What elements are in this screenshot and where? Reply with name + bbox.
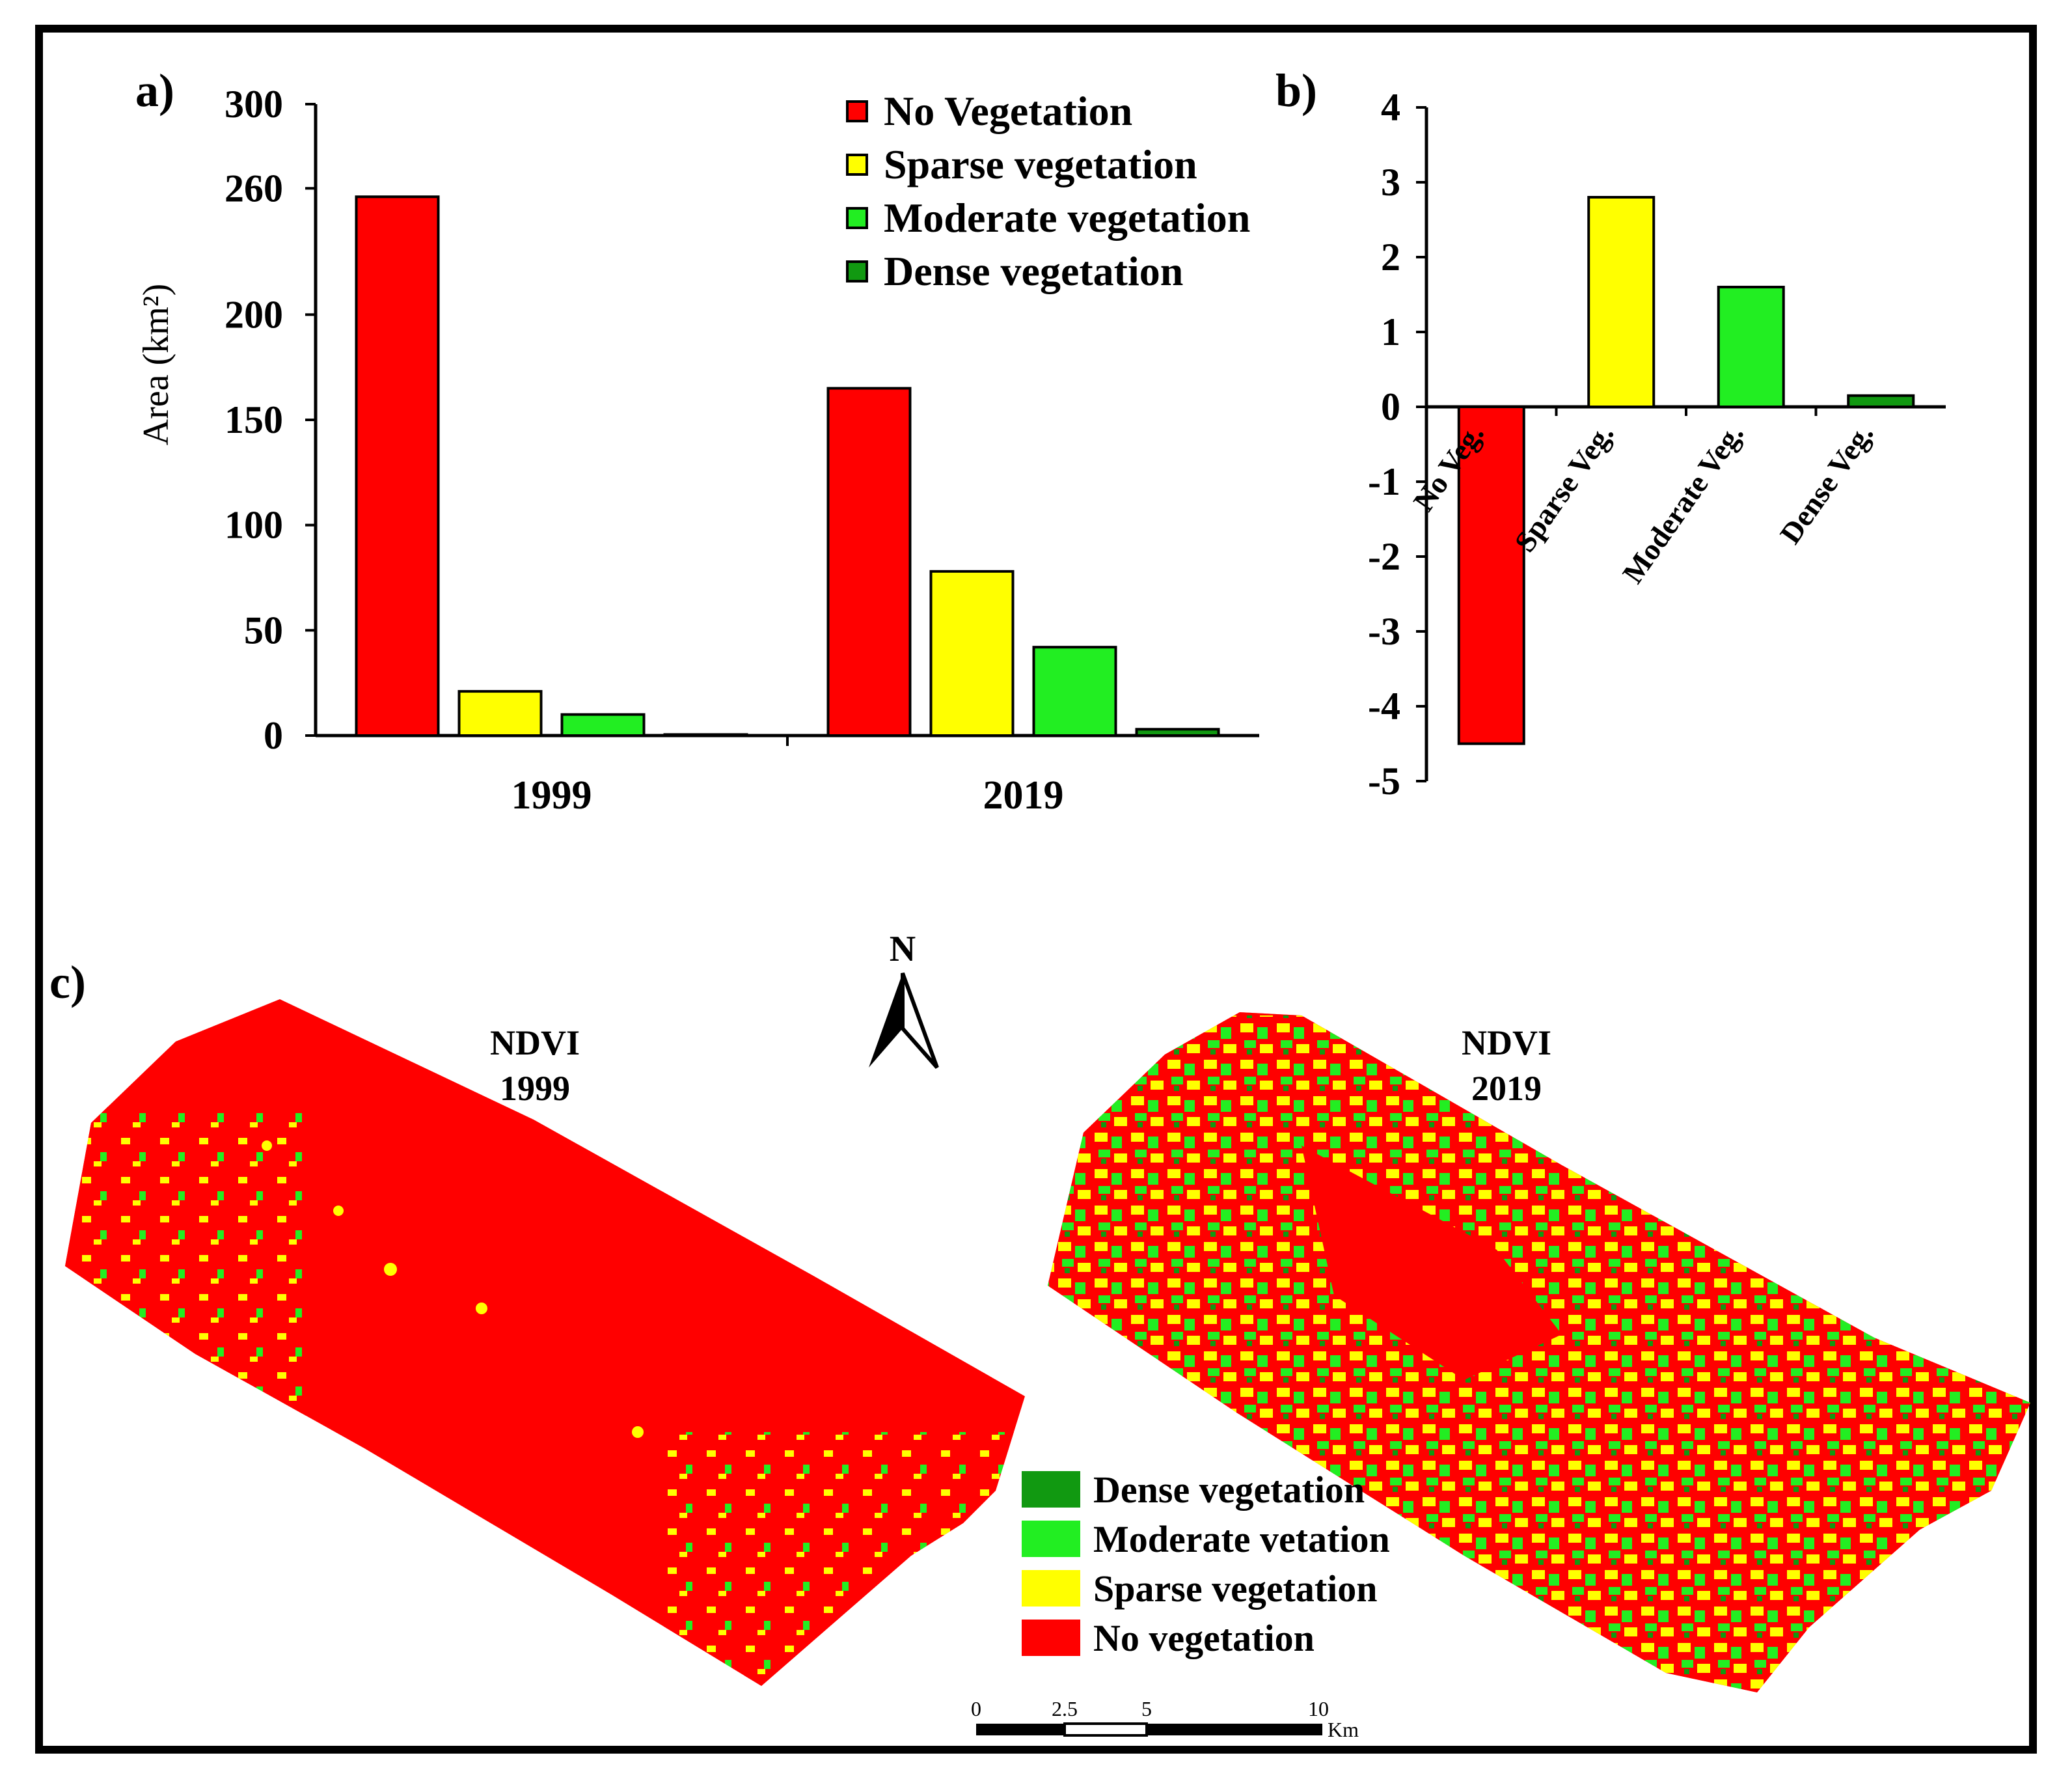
chart-b-y-tick-label: 3 <box>1381 161 1400 204</box>
chart-a-y-tick-label: 300 <box>225 83 283 126</box>
map-1999-speckle <box>384 1263 397 1276</box>
legend-label: Moderate vegetation <box>884 195 1251 241</box>
chart-b-y-tick-label: 1 <box>1381 310 1400 353</box>
map-legend-swatch <box>1022 1620 1080 1656</box>
scale-tick-2-5: 2.5 <box>1052 1697 1078 1720</box>
chart-b-x-tick-label: Dense Veg. <box>1773 417 1879 549</box>
map-legend-item-dense: Dense vegetation <box>1022 1465 1390 1514</box>
map-2019-central-clearing <box>1302 1146 1562 1380</box>
chart-a-legend: No Vegetation Sparse vegetation Moderate… <box>846 85 1250 298</box>
scale-bar-seg3 <box>1147 1724 1322 1735</box>
map-legend-swatch <box>1022 1570 1080 1607</box>
map-legend: Dense vegetation Moderate vetation Spars… <box>1022 1465 1390 1662</box>
chart-a-bar-1999-moderate-vegetation <box>560 713 646 737</box>
chart-a-y-tick-label: 50 <box>244 609 283 652</box>
panel-a-label: a) <box>135 64 174 117</box>
legend-label: No Vegetation <box>884 88 1133 134</box>
chart-a-x-tick-label: 2019 <box>983 773 1064 818</box>
legend-item-no-vegetation: No Vegetation <box>846 85 1250 138</box>
legend-label: Sparse vegetation <box>884 141 1197 187</box>
map-legend-label: Sparse vegetation <box>1093 1567 1378 1610</box>
chart-b-bar-dense-veg- <box>1847 394 1915 408</box>
legend-swatch <box>846 207 868 229</box>
chart-a-y-tick-label: 200 <box>225 293 283 336</box>
map-2019-title-line2: 2019 <box>1471 1069 1542 1108</box>
legend-swatch <box>846 154 868 176</box>
scale-bar: 0 2.5 5 10 Km <box>971 1697 1359 1741</box>
scale-bar-seg1 <box>976 1724 1065 1735</box>
map-1999-speckle <box>333 1206 344 1216</box>
map-legend-item-sparse: Sparse vegetation <box>1022 1564 1390 1613</box>
legend-label: Dense vegetation <box>884 248 1184 294</box>
map-legend-item-moderate: Moderate vetation <box>1022 1514 1390 1564</box>
chart-a-bar-1999-no-vegetation <box>355 195 440 737</box>
map-legend-label: No vegetation <box>1093 1616 1315 1659</box>
north-label: N <box>890 929 916 969</box>
chart-b-y-tick-label: -2 <box>1368 535 1400 578</box>
scale-unit: Km <box>1328 1718 1359 1741</box>
scale-tick-0: 0 <box>971 1697 981 1720</box>
map-legend-swatch <box>1022 1471 1080 1508</box>
chart-b-bar-sparse-veg- <box>1587 196 1656 408</box>
legend-swatch <box>846 260 868 283</box>
legend-item-moderate-vegetation: Moderate vegetation <box>846 191 1250 245</box>
map-2019-title-line1: NDVI <box>1462 1023 1551 1062</box>
map-1999-title-line1: NDVI <box>490 1023 580 1062</box>
north-arrow-icon: N <box>869 929 939 1069</box>
legend-item-dense-vegetation: Dense vegetation <box>846 245 1250 298</box>
panel-c-label: c) <box>49 956 86 1008</box>
chart-a: Area (km²) 0 50 100 150 200 260 300 1999 2019 <box>136 83 1259 818</box>
chart-a-bar-2019-dense-vegetation <box>1135 728 1220 738</box>
map-1999-speckle <box>262 1140 272 1151</box>
ndvi-map-1999: NDVI 1999 <box>65 999 1025 1686</box>
scale-tick-10: 10 <box>1308 1697 1329 1720</box>
north-arrow-left <box>869 973 903 1068</box>
map-legend-item-none: No vegetation <box>1022 1613 1390 1662</box>
map-legend-label: Moderate vetation <box>1093 1517 1390 1560</box>
legend-item-sparse-vegetation: Sparse vegetation <box>846 138 1250 191</box>
scale-bar-seg2 <box>1063 1722 1148 1737</box>
map-legend-label: Dense vegetation <box>1093 1468 1365 1511</box>
map-1999-west-vegetation <box>65 1107 306 1419</box>
scale-tick-5: 5 <box>1141 1697 1152 1720</box>
chart-a-bar-2019-no-vegetation <box>826 387 912 737</box>
figure-frame <box>35 25 2037 1754</box>
chart-a-bar-2019-moderate-vegetation <box>1032 646 1117 738</box>
chart-a-ylabel: Area (km²) <box>136 284 176 445</box>
chart-a-bar-2019-sparse-vegetation <box>929 570 1015 737</box>
chart-b-y-tick-label: -1 <box>1368 460 1400 503</box>
map-1999-title-line2: 1999 <box>500 1069 570 1108</box>
map-1999-speckle <box>632 1426 644 1438</box>
chart-a-y-tick-label: 100 <box>225 504 283 547</box>
chart-a-bar-1999-sparse-vegetation <box>457 690 543 737</box>
chart-a-x-tick-label: 1999 <box>511 773 592 818</box>
panel-b-label: b) <box>1275 64 1318 117</box>
chart-b-y-tick-label: -5 <box>1368 760 1400 803</box>
chart-b-x-tick-label: Moderate Veg. <box>1616 417 1750 589</box>
chart-b-y-tick-label: -4 <box>1368 685 1400 728</box>
chart-a-y-tick-label: 260 <box>225 167 283 210</box>
chart-b-y-tick-label: 0 <box>1381 385 1400 428</box>
map-1999-southeast-vegetation <box>664 1432 1025 1686</box>
chart-a-y-tick-label: 0 <box>264 714 283 757</box>
north-arrow-right <box>901 972 939 1069</box>
chart-b-y-tick-label: 2 <box>1381 236 1400 279</box>
chart-b-y-tick-label: 4 <box>1381 86 1400 129</box>
chart-b-bar-moderate-veg- <box>1717 286 1785 408</box>
map-legend-swatch <box>1022 1521 1080 1557</box>
chart-a-bar-1999-dense-vegetation <box>663 733 748 738</box>
map-1999-speckle <box>476 1303 487 1314</box>
legend-swatch <box>846 100 868 122</box>
chart-a-y-tick-label: 150 <box>225 398 283 441</box>
chart-b-bar-no-veg- <box>1457 406 1525 745</box>
chart-b-y-tick-label: -3 <box>1368 610 1400 653</box>
